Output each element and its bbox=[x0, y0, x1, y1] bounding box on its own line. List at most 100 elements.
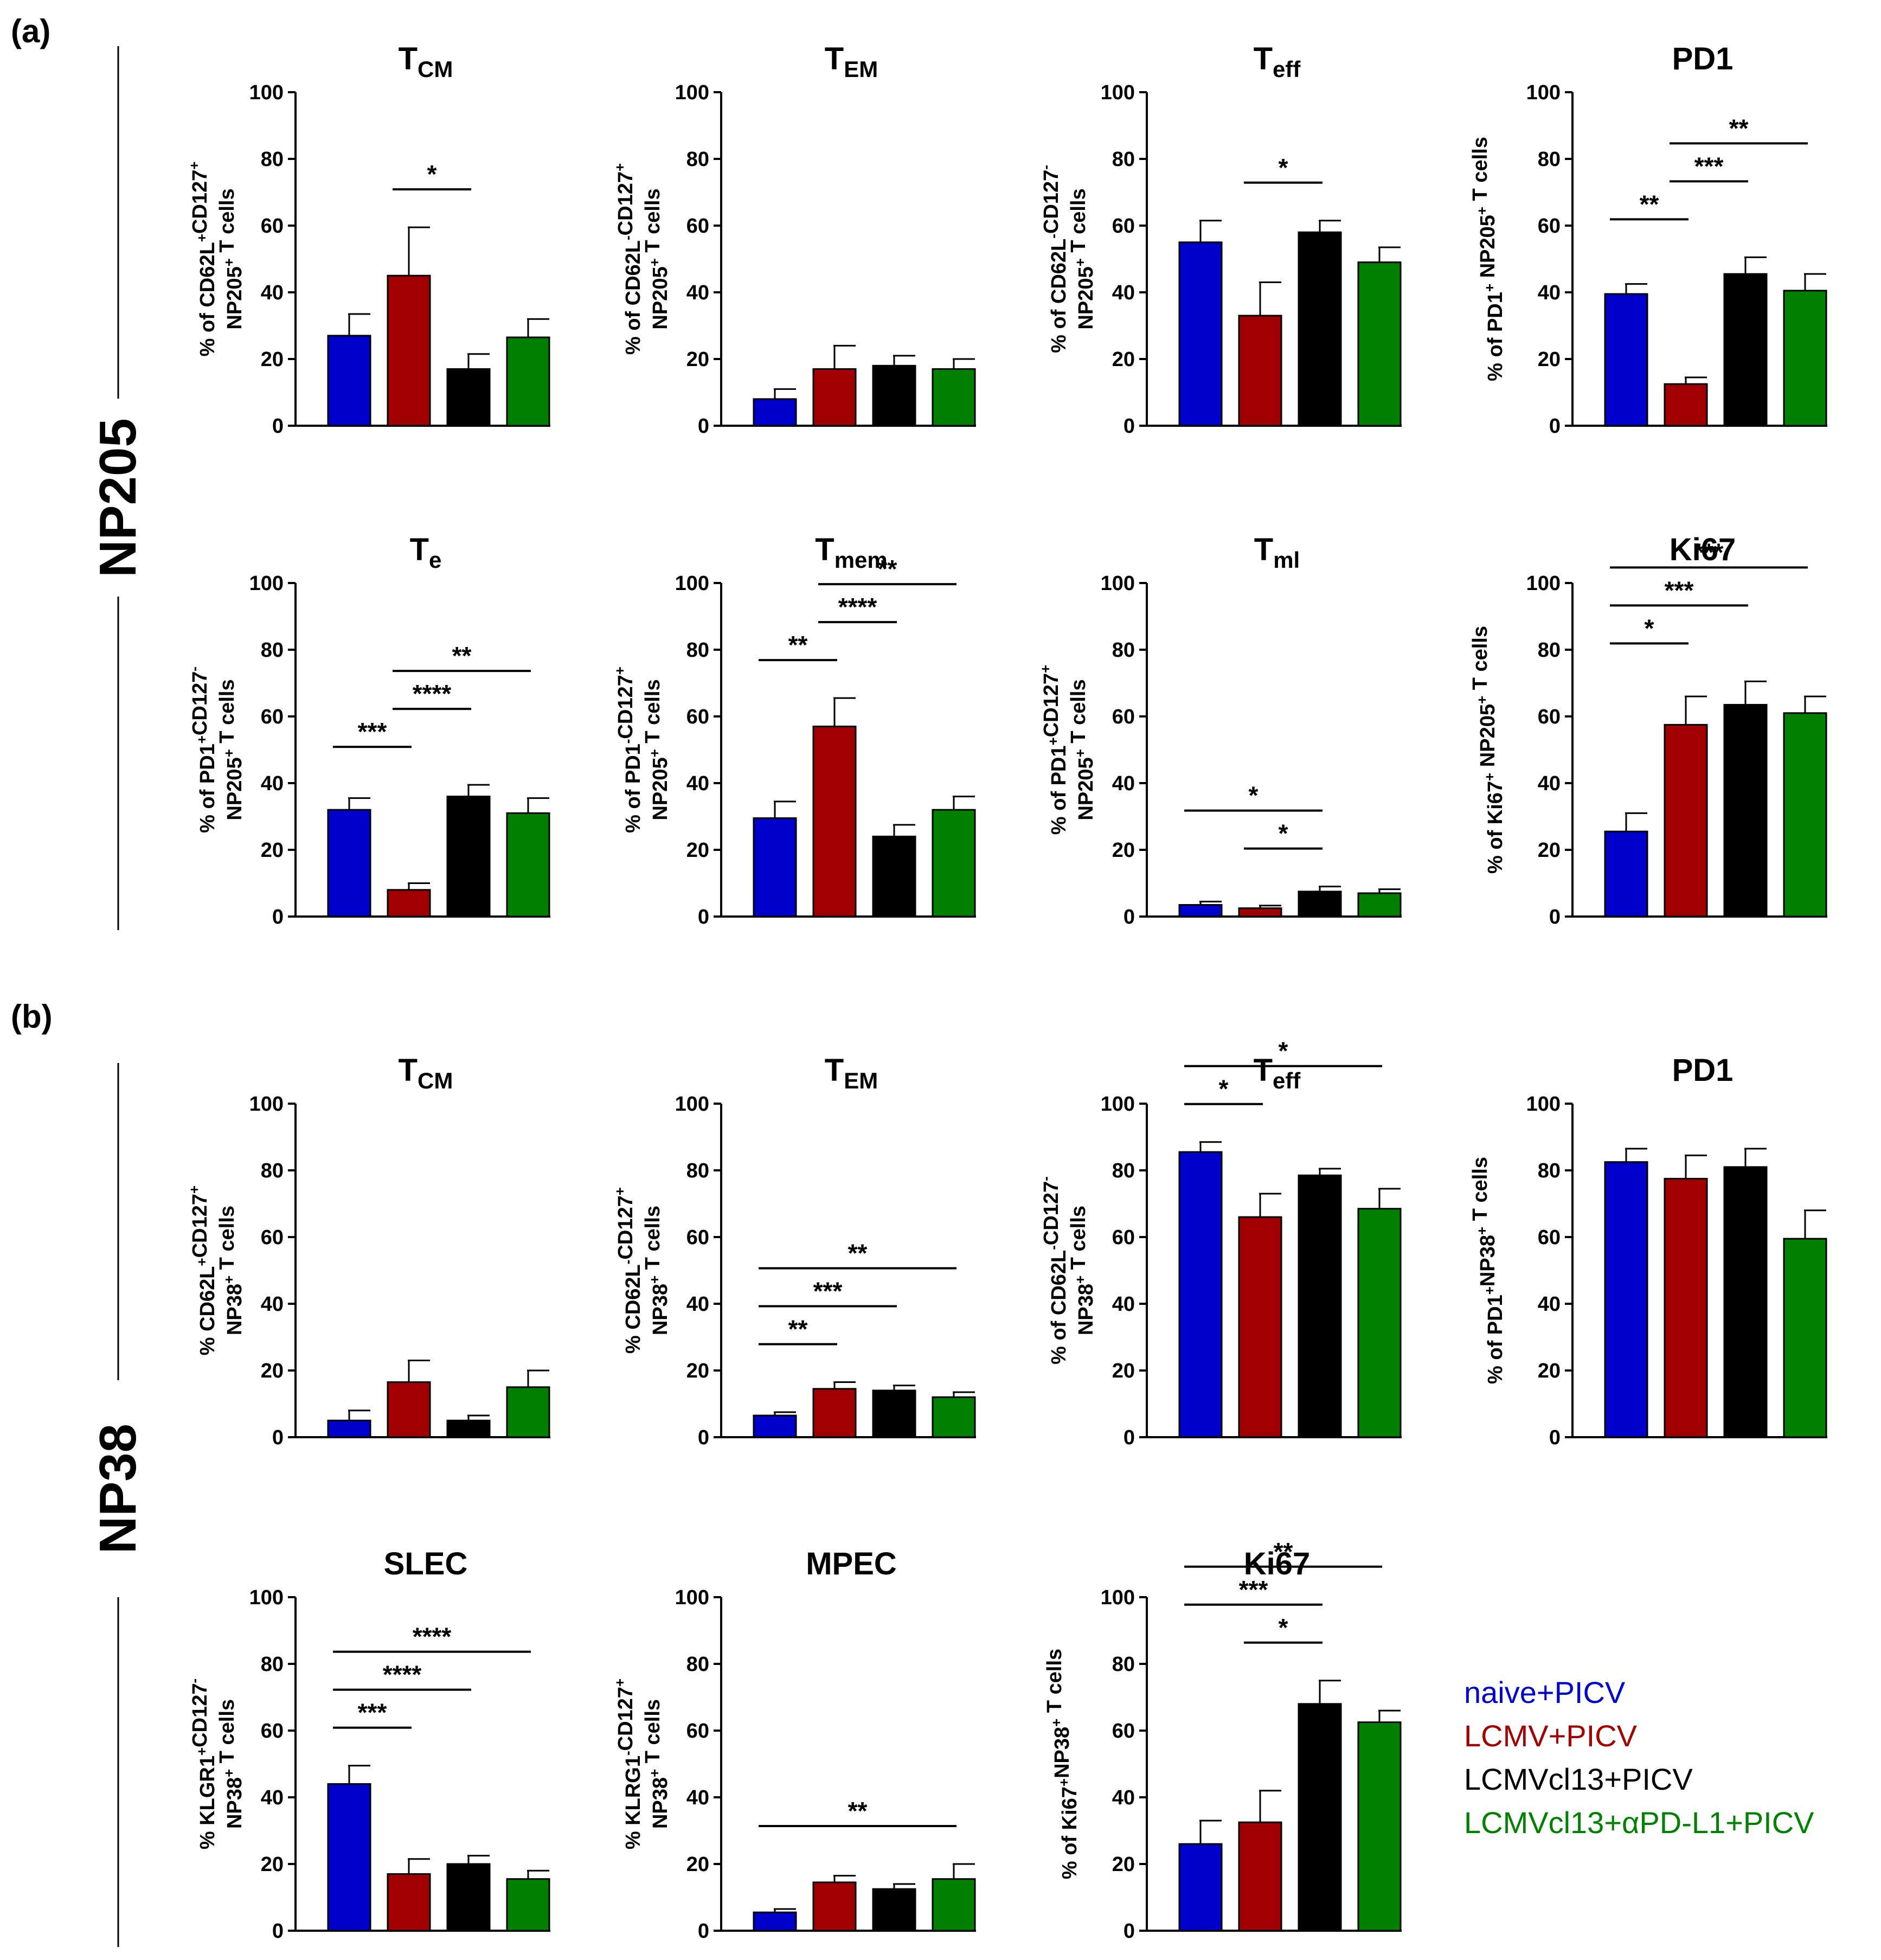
significance-label: *** bbox=[813, 1277, 843, 1305]
bar bbox=[932, 1396, 976, 1438]
y-label-sup: - bbox=[619, 1751, 635, 1756]
significance-label: * bbox=[1279, 1037, 1288, 1065]
significance-label: * bbox=[1279, 819, 1288, 848]
y-label-sup: + bbox=[1072, 1276, 1088, 1284]
bar bbox=[387, 889, 431, 918]
y-tick-label: 40 bbox=[261, 1786, 284, 1809]
chart-title: PD1 bbox=[1672, 41, 1734, 76]
significance-label: * bbox=[1219, 1075, 1229, 1103]
y-axis-label: % of PD1+CD127+ bbox=[1037, 665, 1070, 835]
y-label-sup: + bbox=[1474, 696, 1490, 704]
bar bbox=[1604, 1161, 1648, 1438]
significance-label: *** bbox=[358, 718, 387, 746]
chart-title-subscript: e bbox=[429, 547, 441, 573]
significance-label: ** bbox=[848, 1797, 868, 1825]
legend-item: LCMVcl13+αPD-L1+PICV bbox=[1464, 1805, 1814, 1840]
y-axis-label: NP38+ T cells bbox=[1067, 1206, 1097, 1335]
bar bbox=[872, 835, 916, 918]
y-label-sup: + bbox=[1045, 737, 1061, 745]
y-tick-label: 40 bbox=[1112, 1786, 1135, 1809]
y-tick-label: 60 bbox=[261, 1226, 284, 1249]
y-label-text: NP38 bbox=[1075, 1284, 1097, 1335]
bar bbox=[327, 1419, 371, 1438]
y-label-sup: + bbox=[1481, 1286, 1498, 1295]
y-label-text: CD127 bbox=[614, 171, 637, 235]
y-label-sup: + bbox=[186, 162, 202, 170]
y-label-sup: + bbox=[646, 1276, 663, 1284]
y-tick-label: 40 bbox=[1112, 772, 1135, 795]
chart-title-subscript: CM bbox=[418, 1068, 453, 1093]
y-tick-label: 100 bbox=[249, 1586, 284, 1609]
y-tick-label: 60 bbox=[1112, 1720, 1135, 1743]
y-tick-label: 20 bbox=[1538, 348, 1561, 371]
bar bbox=[327, 1783, 371, 1932]
panel-a-label: (a) bbox=[11, 13, 50, 49]
y-label-sup: + bbox=[646, 258, 663, 266]
y-label-text: % of PD1 bbox=[1484, 1295, 1507, 1384]
y-label-text: T cells bbox=[641, 679, 664, 749]
y-label-text: T cells bbox=[1469, 137, 1492, 207]
bar bbox=[1238, 315, 1282, 427]
y-axis-label: NP38+ T cells bbox=[641, 1206, 672, 1335]
y-axis-label: NP38+ T cells bbox=[216, 1699, 246, 1829]
legend: naive+PICV LCMV+PICV LCMVcl13+PICV LCMVcl13… bbox=[1464, 1675, 1814, 1840]
y-tick-label: 20 bbox=[1112, 839, 1135, 862]
bar bbox=[932, 809, 976, 918]
y-label-sup: + bbox=[221, 1276, 237, 1284]
y-label-sup: + bbox=[1474, 207, 1490, 215]
y-label-text: % CD62L bbox=[622, 1264, 645, 1354]
chart-title-subscript: CM bbox=[418, 56, 453, 82]
y-tick-label: 20 bbox=[261, 1853, 284, 1876]
y-label-text: NP205 bbox=[223, 757, 246, 820]
y-label-text: CD127 bbox=[614, 675, 637, 739]
bar bbox=[387, 1873, 431, 1932]
chart-title: PD1 bbox=[1672, 1053, 1734, 1088]
legend-item: LCMV+PICV bbox=[1464, 1719, 1638, 1753]
bar bbox=[1783, 712, 1827, 918]
y-label-text: NP205 bbox=[1075, 266, 1097, 329]
y-label-text: % KLGR1 bbox=[196, 1756, 219, 1849]
y-tick-label: 0 bbox=[698, 1920, 709, 1943]
y-axis-label: % of PD1+ NP205+ T cells bbox=[1469, 137, 1507, 381]
panel-b-label: (b) bbox=[11, 998, 53, 1035]
y-tick-label: 20 bbox=[686, 1360, 709, 1382]
y-label-sup: + bbox=[194, 1258, 210, 1266]
bar bbox=[1178, 1843, 1223, 1932]
y-tick-label: 60 bbox=[1538, 1226, 1561, 1249]
y-label-text: T cells bbox=[1043, 1649, 1066, 1719]
chart-title-subscript: EM bbox=[844, 56, 878, 82]
y-tick-label: 20 bbox=[1112, 1360, 1135, 1382]
significance-label: * bbox=[1279, 1613, 1288, 1642]
y-label-sup: + bbox=[221, 258, 237, 266]
y-tick-label: 80 bbox=[1112, 148, 1135, 171]
y-label-text: NP38 bbox=[649, 1284, 672, 1335]
significance-label: ** bbox=[452, 642, 472, 670]
y-tick-label: 100 bbox=[675, 572, 709, 595]
y-tick-label: 100 bbox=[1526, 572, 1561, 595]
y-label-text: NP205 bbox=[223, 266, 246, 329]
y-tick-label: 40 bbox=[1538, 772, 1561, 795]
y-tick-label: 0 bbox=[698, 1426, 709, 1449]
y-tick-label: 0 bbox=[1124, 1920, 1135, 1943]
y-tick-label: 80 bbox=[261, 148, 284, 171]
y-axis-label: % of PD1-CD127+ bbox=[612, 667, 645, 833]
y-label-sup: + bbox=[646, 749, 663, 757]
y-label-text: NP205 bbox=[649, 266, 672, 329]
bar bbox=[1298, 1174, 1342, 1438]
significance-label: ** bbox=[848, 1239, 868, 1267]
y-axis-label: NP205+ T cells bbox=[1067, 188, 1097, 329]
y-label-text: CD127 bbox=[1040, 1181, 1063, 1245]
bar bbox=[387, 1381, 431, 1438]
y-tick-label: 20 bbox=[1112, 348, 1135, 371]
y-label-sup: + bbox=[1072, 258, 1088, 266]
y-tick-label: 60 bbox=[686, 706, 709, 728]
chart-title: Tmem bbox=[815, 532, 888, 573]
bar bbox=[1664, 1177, 1708, 1438]
y-label-text: % of CD62L bbox=[196, 242, 219, 356]
chart-title: Teff bbox=[1254, 41, 1301, 82]
